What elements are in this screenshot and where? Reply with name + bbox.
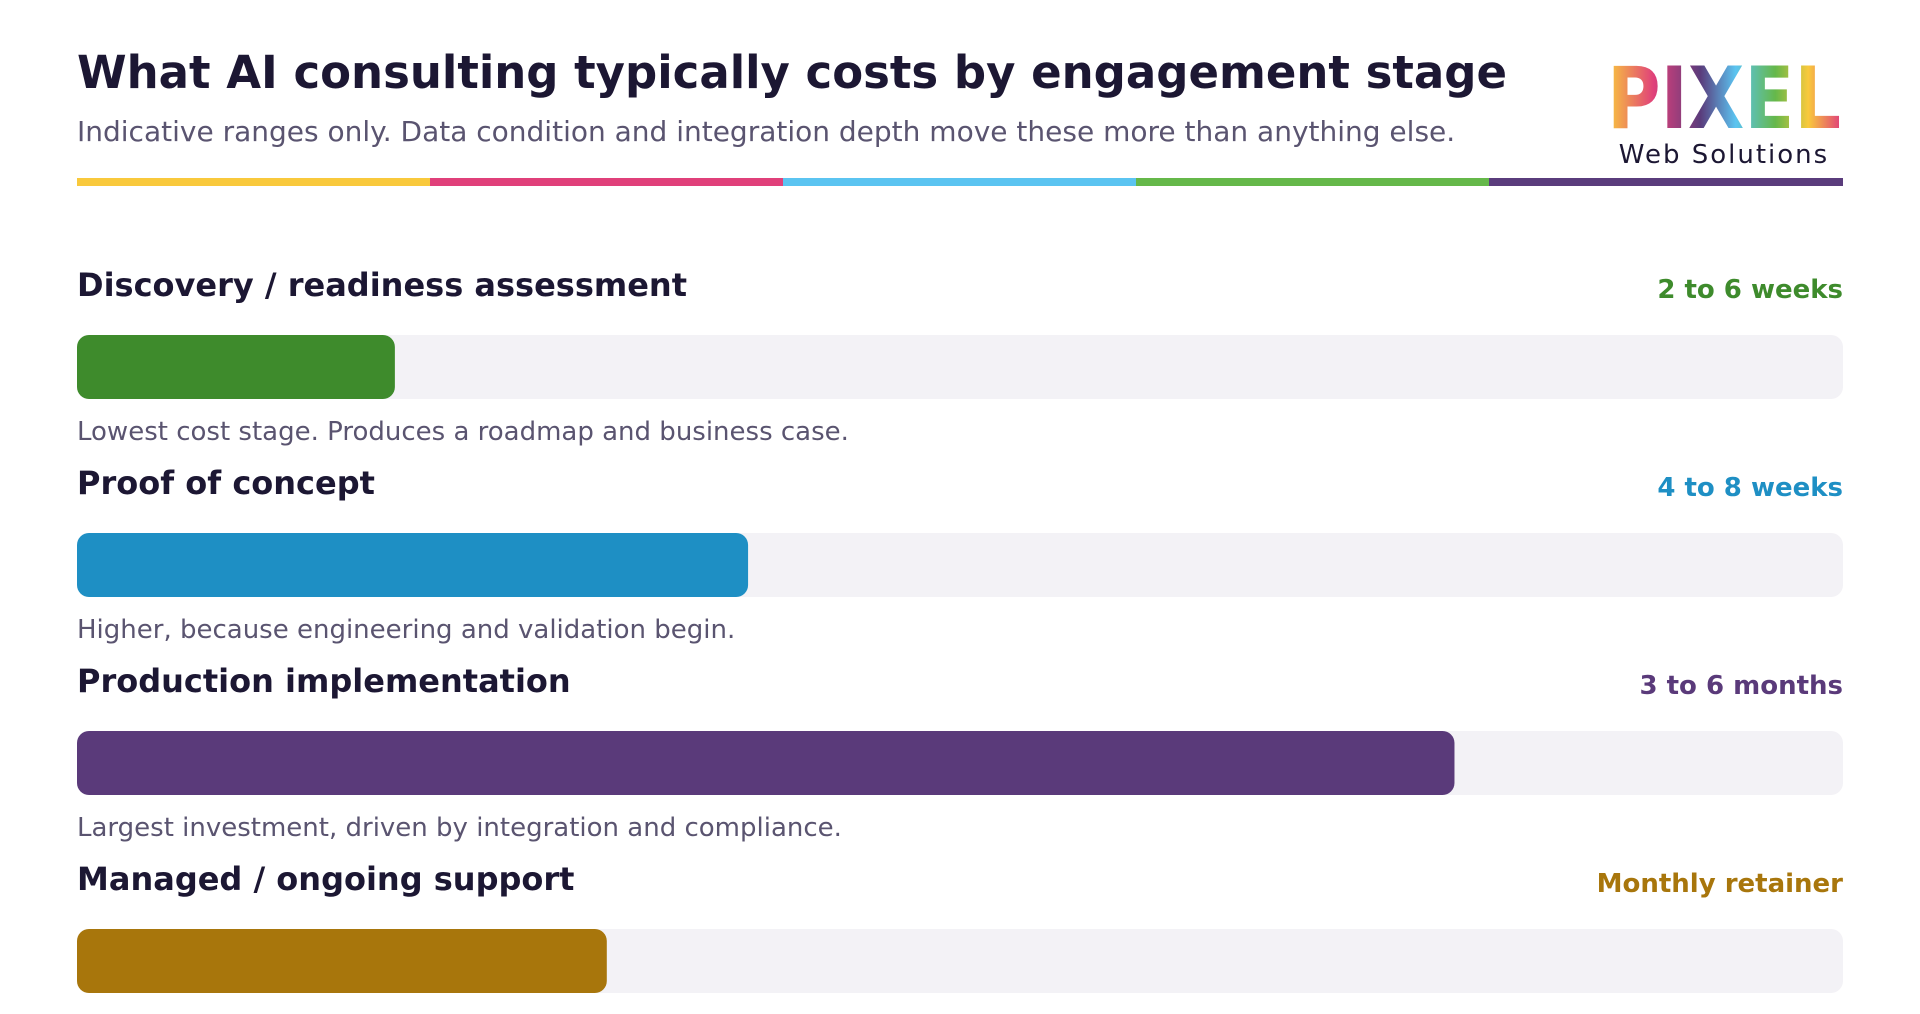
stage-description: Largest investment, driven by integratio… (77, 813, 842, 843)
stripe-segment (1136, 178, 1490, 186)
stage-label: Managed / ongoing support (77, 860, 574, 898)
stage-description: Lowest cost stage. Produces a roadmap an… (77, 417, 849, 447)
duration-label: 3 to 6 months (1639, 671, 1843, 701)
bar-track (77, 335, 1843, 399)
color-stripe (77, 178, 1843, 186)
duration-label: 4 to 8 weeks (1657, 473, 1843, 503)
logo-tagline: Web Solutions (1619, 140, 1829, 170)
stage-label: Discovery / readiness assessment (77, 266, 687, 304)
stage-label: Proof of concept (77, 464, 375, 502)
bar (77, 335, 395, 399)
stage-description: Higher, because engineering and validati… (77, 615, 735, 645)
chart-title: What AI consulting typically costs by en… (77, 46, 1507, 99)
stripe-segment (1489, 178, 1843, 186)
duration-label: Monthly retainer (1597, 869, 1844, 899)
stage-label: Production implementation (77, 662, 571, 700)
stripe-segment (77, 178, 431, 186)
chart-subtitle: Indicative ranges only. Data condition a… (77, 115, 1455, 148)
stripe-segment (430, 178, 784, 186)
duration-label: 2 to 6 weeks (1657, 275, 1843, 305)
bar (77, 929, 607, 993)
stripe-segment (783, 178, 1137, 186)
bar (77, 533, 749, 597)
logo-wordmark: PIXEL (1607, 49, 1841, 149)
bar (77, 731, 1455, 795)
